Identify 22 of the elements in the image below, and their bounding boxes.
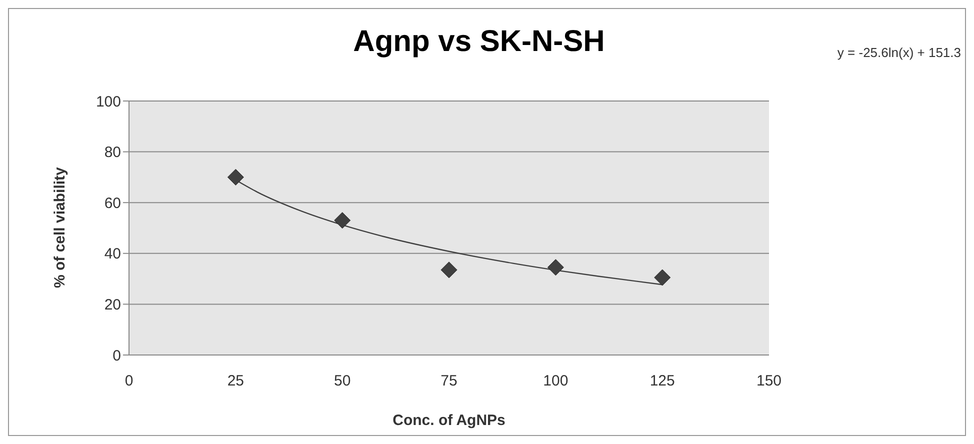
y-tick-label: 80 — [104, 144, 121, 162]
y-tick-label: 20 — [104, 296, 121, 314]
point — [334, 212, 351, 229]
point — [227, 168, 244, 186]
x-tick-label: 25 — [227, 372, 244, 390]
x-tick-label: 75 — [440, 372, 458, 390]
y-tick-label: 100 — [96, 93, 121, 110]
x-tick-label: 0 — [124, 372, 134, 390]
y-tick-label: 60 — [104, 194, 121, 212]
chart-title: Agnp vs SK-N-SH — [353, 25, 605, 58]
y-tick-label: 0 — [112, 347, 121, 364]
x-tick-label: 125 — [650, 372, 675, 390]
text: y = -25.6ln(x) + 151.3 — [837, 45, 961, 60]
y-tick-label: 40 — [104, 246, 121, 263]
x-tick-label: 100 — [543, 372, 568, 390]
point — [654, 269, 671, 286]
x-tick-label: 150 — [756, 372, 782, 390]
x-tick-label: 50 — [334, 372, 351, 390]
x-axis-title: Conc. of AgNPs — [392, 412, 506, 429]
point — [547, 259, 564, 276]
y-axis-title: % of cell viability — [51, 166, 68, 288]
point — [440, 262, 458, 278]
